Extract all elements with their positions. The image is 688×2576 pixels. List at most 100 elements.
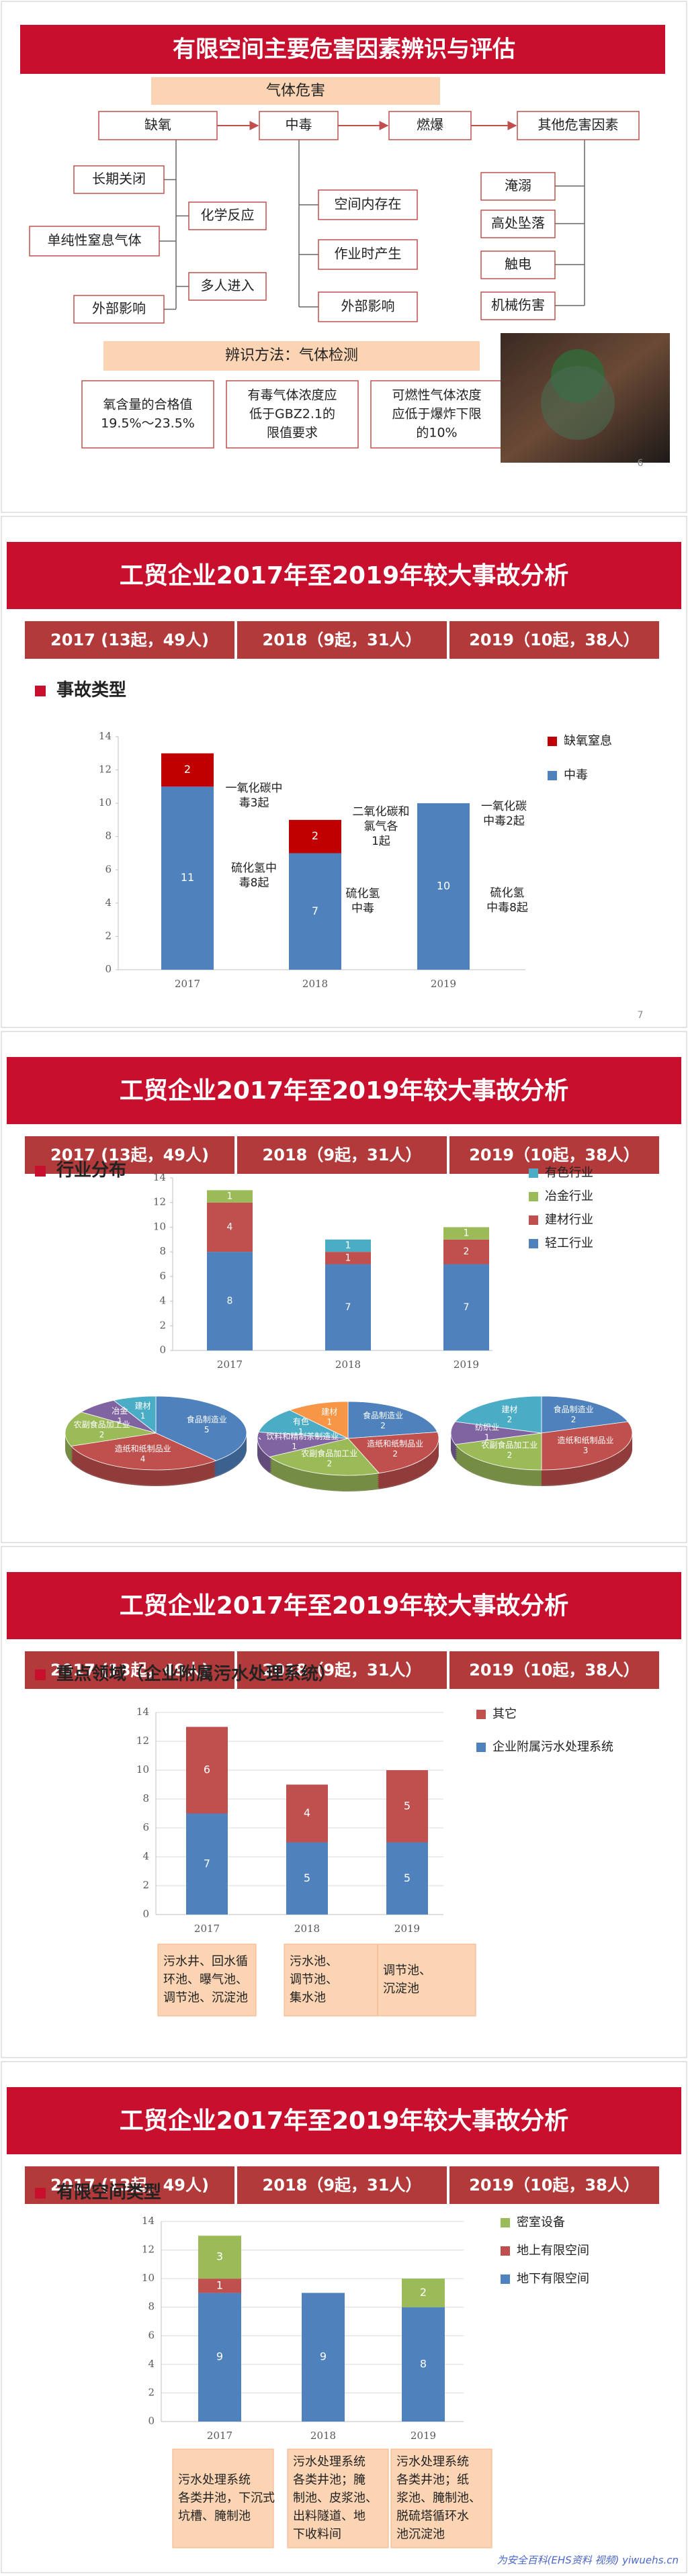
criteria-line: 的10% [416,426,457,441]
x-tick-label: 2017 [207,2430,232,2442]
bar-value-label: 7 [464,1302,470,1313]
note-line: 坑槽、腌制池 [178,2510,251,2524]
pie-label: 造纸和纸制品业 [115,1444,171,1454]
annotation: 硫化氢 [490,886,525,900]
method-bar [103,341,480,371]
bar-segment [325,1239,371,1252]
legend-label: 地下有限空间 [517,2272,589,2286]
pie-label: 农副食品加工业 [301,1448,357,1459]
bar-value-label: 1 [345,1240,351,1251]
x-tick-label: 2019 [394,1923,420,1935]
hypoxia-cause-box [188,201,267,230]
pie-slice [450,1421,542,1445]
legend-label: 冶金行业 [545,1189,593,1203]
pie-value: 2 [380,1421,386,1430]
bar-segment [386,1842,428,1915]
note-line: 各类井池；腌 [293,2473,366,2487]
slide-title: 工贸企业2017年至2019年较大事故分析 [120,2107,568,2135]
pie-slice [541,1421,633,1471]
y-tick-label: 0 [159,1344,166,1356]
pie-label: 食品制造业 [363,1410,403,1420]
y-tick-label: 0 [142,1908,149,1920]
pie-slice [64,1412,157,1446]
pie-value: 1 [292,1442,297,1451]
bar-segment [186,1727,228,1814]
legend-label: 其它 [492,1707,517,1721]
note-box [377,1943,476,2017]
bar-value-label: 7 [345,1302,351,1313]
y-tick-label: 4 [105,896,112,909]
note-line: 环池、曝气池、 [163,1973,248,1987]
other-hazard-box [480,210,556,238]
title-bar [20,25,665,74]
bar-segment [386,1770,428,1843]
note-line: 污水处理系统 [178,2473,251,2487]
note-line: 污水处理系统 [396,2455,469,2469]
hypoxia-cause: 多人进入 [201,277,255,293]
pie-slice [289,1401,349,1439]
year-tab-text: 2017 (13起，49人) [50,631,209,649]
y-tick-label: 14 [142,2215,155,2227]
bar-value-label: 3 [216,2250,223,2263]
pie-label: 食品制造业 [187,1414,227,1424]
hazard-label: 中毒 [286,117,312,133]
hypoxia-cause: 化学反应 [201,207,255,223]
bar-value-label: 1 [227,1191,233,1202]
toxic-source: 空间内存在 [335,196,402,212]
x-tick-label: 2019 [411,2430,436,2442]
annotation: 毒8起 [239,876,269,890]
note-line: 池沉淀池 [396,2528,445,2542]
x-tick-label: 2019 [454,1359,479,1371]
annotation: 1起 [372,835,390,848]
bar-segment [443,1264,489,1350]
y-tick-label: 2 [142,1879,149,1891]
year-tab-text: 2017 (13起，49人) [50,2176,209,2195]
annotation: 氯气各 [364,820,398,833]
y-tick-label: 10 [99,796,112,809]
bar-value-label: 5 [304,1872,310,1884]
note-line: 制池、皮浆池、 [293,2491,378,2505]
hazard-label: 其他危害因素 [538,117,619,133]
bar-value-label: 7 [204,1857,210,1870]
hypoxia-cause: 外部影响 [92,300,146,316]
bar-value-label: 1 [345,1252,351,1263]
legend-swatch [501,2274,510,2284]
bar-value-label: 11 [181,871,194,884]
bar-segment [207,1252,253,1350]
bar-segment [325,1252,371,1264]
other-hazard-box [480,172,556,201]
hazard-label-box [388,111,472,140]
year-tab [449,621,659,659]
note-line: 调节池、 [383,1964,431,1978]
legend-swatch [476,1710,486,1719]
y-tick-label: 4 [142,1850,149,1862]
pie-slice [70,1432,217,1471]
pie-slice [258,1410,349,1439]
bar-segment [402,2279,445,2307]
other-hazard-box [480,250,556,279]
pie-slice [257,1432,349,1457]
section-bullet [35,2188,46,2199]
legend-label: 中毒 [564,768,588,782]
other-hazard: 机械伤害 [491,297,545,313]
bar-value-label: 9 [216,2350,223,2363]
bar-value-label: 7 [312,905,318,917]
note-box [172,2448,274,2548]
y-tick-label: 2 [148,2386,155,2398]
y-tick-label: 10 [142,2272,155,2284]
hazard-label: 缺氧 [144,117,171,133]
title-bar [7,542,681,609]
bar-segment [417,803,470,970]
slide-title: 工贸企业2017年至2019年较大事故分析 [120,561,568,590]
title-bar [7,2087,681,2154]
toxic-source: 作业时产生 [335,246,402,262]
annotation: 二氧化碳和 [353,805,410,819]
toxic-source: 外部影响 [341,298,395,314]
pie-label: 造纸和纸制品业 [558,1436,614,1445]
toxic-source-box [318,291,418,322]
pie-label: 造纸和纸制品业 [367,1439,423,1448]
note-line: 出料隧道、地 [293,2510,366,2524]
legend-label: 轻工行业 [545,1236,593,1250]
bar-value-label: 1 [216,2279,223,2291]
